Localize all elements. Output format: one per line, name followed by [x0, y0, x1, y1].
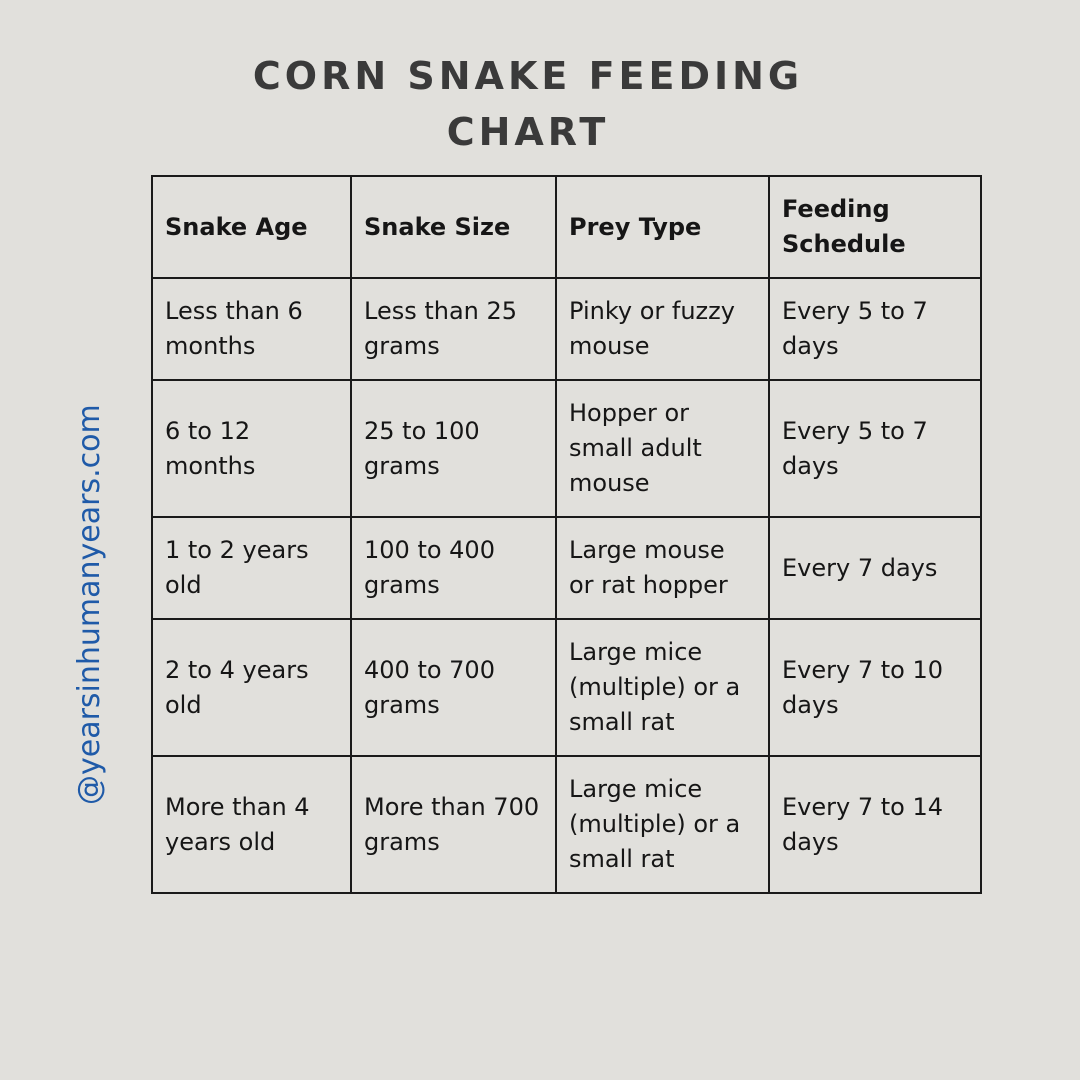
cell-snake-size: 25 to 100 grams: [350, 379, 557, 518]
table-row: More than 4 years old More than 700 gram…: [151, 755, 982, 894]
cell-feeding-schedule: Every 7 to 10 days: [768, 618, 982, 757]
table-row: 2 to 4 years old 400 to 700 grams Large …: [151, 618, 982, 757]
feeding-table: Snake Age Snake Size Prey Type Feeding S…: [151, 175, 982, 894]
header-snake-age: Snake Age: [151, 175, 352, 279]
cell-snake-size: 400 to 700 grams: [350, 618, 557, 757]
cell-feeding-schedule: Every 7 days: [768, 516, 982, 620]
cell-snake-age: More than 4 years old: [151, 755, 352, 894]
cell-feeding-schedule: Every 5 to 7 days: [768, 277, 982, 381]
cell-snake-size: 100 to 400 grams: [350, 516, 557, 620]
cell-prey-type: Large mice (multiple) or a small rat: [555, 618, 770, 757]
cell-feeding-schedule: Every 7 to 14 days: [768, 755, 982, 894]
cell-snake-age: 6 to 12 months: [151, 379, 352, 518]
table-header-row: Snake Age Snake Size Prey Type Feeding S…: [151, 175, 982, 279]
cell-prey-type: Hopper or small adult mouse: [555, 379, 770, 518]
cell-snake-age: Less than 6 months: [151, 277, 352, 381]
table-row: 1 to 2 years old 100 to 400 grams Large …: [151, 516, 982, 620]
header-feeding-schedule: Feeding Schedule: [768, 175, 982, 279]
title-line-1: CORN SNAKE FEEDING: [252, 54, 804, 98]
cell-feeding-schedule: Every 5 to 7 days: [768, 379, 982, 518]
header-snake-size: Snake Size: [350, 175, 557, 279]
title-line-2: CHART: [446, 110, 610, 154]
watermark-handle: @yearsinhumanyears.com: [72, 404, 107, 805]
page-title: CORN SNAKE FEEDING CHART: [0, 48, 1056, 160]
table-row: 6 to 12 months 25 to 100 grams Hopper or…: [151, 379, 982, 518]
cell-snake-age: 1 to 2 years old: [151, 516, 352, 620]
cell-snake-size: More than 700 grams: [350, 755, 557, 894]
cell-prey-type: Pinky or fuzzy mouse: [555, 277, 770, 381]
cell-prey-type: Large mouse or rat hopper: [555, 516, 770, 620]
cell-prey-type: Large mice (multiple) or a small rat: [555, 755, 770, 894]
header-prey-type: Prey Type: [555, 175, 770, 279]
cell-snake-age: 2 to 4 years old: [151, 618, 352, 757]
cell-snake-size: Less than 25 grams: [350, 277, 557, 381]
table-row: Less than 6 months Less than 25 grams Pi…: [151, 277, 982, 381]
